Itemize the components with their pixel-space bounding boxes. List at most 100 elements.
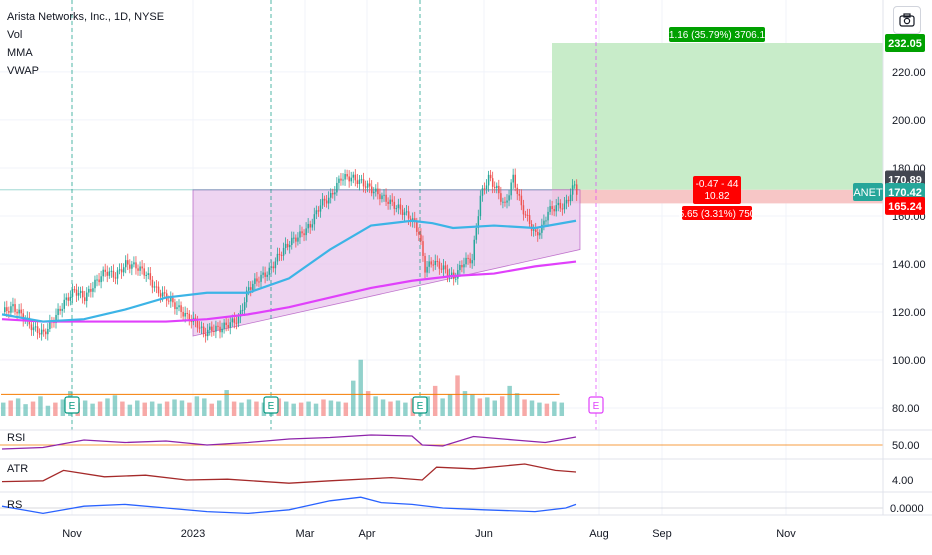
earnings-marker-label: E [593, 401, 600, 412]
candle [297, 237, 299, 242]
candle [254, 278, 256, 284]
candle [498, 185, 500, 194]
price-axis-tick: 100.00 [892, 355, 926, 367]
candle [397, 204, 400, 209]
volume-bar [224, 390, 229, 416]
candle [545, 220, 547, 222]
candle [323, 198, 326, 201]
candle [221, 328, 223, 333]
candle [346, 174, 348, 177]
rsi-label[interactable]: RSI [7, 432, 26, 444]
candle [426, 266, 428, 273]
stop-price-tag-bg [885, 196, 925, 215]
rs-label[interactable]: RS [7, 499, 23, 511]
candle [237, 316, 240, 324]
candle [332, 193, 334, 195]
candle [278, 253, 281, 255]
candle [506, 200, 508, 203]
candle [422, 241, 424, 256]
volume-bar [149, 401, 155, 416]
candle [565, 199, 568, 204]
target-label-bg [669, 27, 765, 42]
candle [59, 308, 61, 311]
volume-bar [284, 401, 289, 416]
candle [518, 193, 521, 196]
candle [555, 205, 557, 212]
candle [405, 211, 408, 213]
candle [135, 262, 137, 269]
candle [151, 279, 154, 288]
volume-bar [82, 400, 88, 416]
legend-vol[interactable]: Vol [7, 29, 23, 41]
candle [98, 279, 100, 283]
camera-icon[interactable] [893, 6, 921, 34]
volume-bar [321, 399, 326, 416]
candle [401, 209, 404, 215]
candle [338, 178, 340, 183]
legend-vwap[interactable]: VWAP [7, 65, 39, 77]
candle [313, 214, 316, 225]
atr-label[interactable]: ATR [7, 463, 29, 475]
candle [161, 292, 164, 297]
volume-bar [552, 401, 557, 416]
candle [450, 272, 453, 275]
candle [252, 283, 254, 290]
candle [116, 270, 119, 279]
candle [8, 311, 10, 313]
candle [260, 274, 262, 282]
candle [40, 329, 43, 335]
candle [172, 297, 174, 303]
candle [537, 232, 539, 236]
candle [268, 267, 270, 275]
candle [385, 194, 387, 202]
candle [362, 179, 365, 187]
candle [176, 307, 178, 310]
candle [217, 325, 219, 327]
candle [516, 187, 519, 194]
price-axis-tick: 200.00 [892, 115, 926, 127]
candle [227, 324, 229, 328]
time-axis-tick: Apr [358, 528, 375, 540]
volume-bar [559, 402, 565, 416]
candle [235, 322, 238, 324]
candle [131, 264, 133, 269]
candle [239, 310, 242, 317]
volume-bar [179, 400, 185, 416]
candle [299, 231, 301, 238]
candle [112, 270, 115, 278]
stop-label-bg [682, 206, 752, 220]
candle [510, 182, 512, 196]
price-axis-tick: 140.00 [892, 259, 926, 271]
volume-bar [514, 393, 520, 416]
earnings-marker [588, 396, 604, 414]
candle [188, 313, 191, 321]
volume-bar [1, 402, 6, 416]
candle [100, 276, 102, 283]
pl-line1: -0.47 - 44 [696, 179, 739, 190]
volume-bar [403, 402, 408, 416]
candle [209, 326, 211, 330]
volume-bar [537, 402, 542, 416]
legend-mma[interactable]: MMA [7, 47, 33, 59]
candle [524, 214, 527, 216]
candle [127, 260, 129, 265]
chart-legend: Arista Networks, Inc., 1D, NYSE Vol MMA … [7, 8, 164, 80]
volume-bar [477, 398, 483, 416]
candle [483, 188, 486, 190]
volume-bar [45, 405, 51, 416]
candle [567, 199, 570, 202]
volume-bar [522, 399, 527, 416]
candle [350, 177, 352, 182]
candle [145, 274, 147, 276]
candle [137, 268, 139, 271]
candle [178, 305, 180, 308]
volume-bar [447, 394, 453, 416]
candle [321, 198, 324, 206]
candle [36, 326, 39, 333]
candle [459, 264, 461, 271]
earnings-marker [64, 396, 80, 414]
candle [356, 180, 359, 185]
candle [108, 271, 111, 276]
